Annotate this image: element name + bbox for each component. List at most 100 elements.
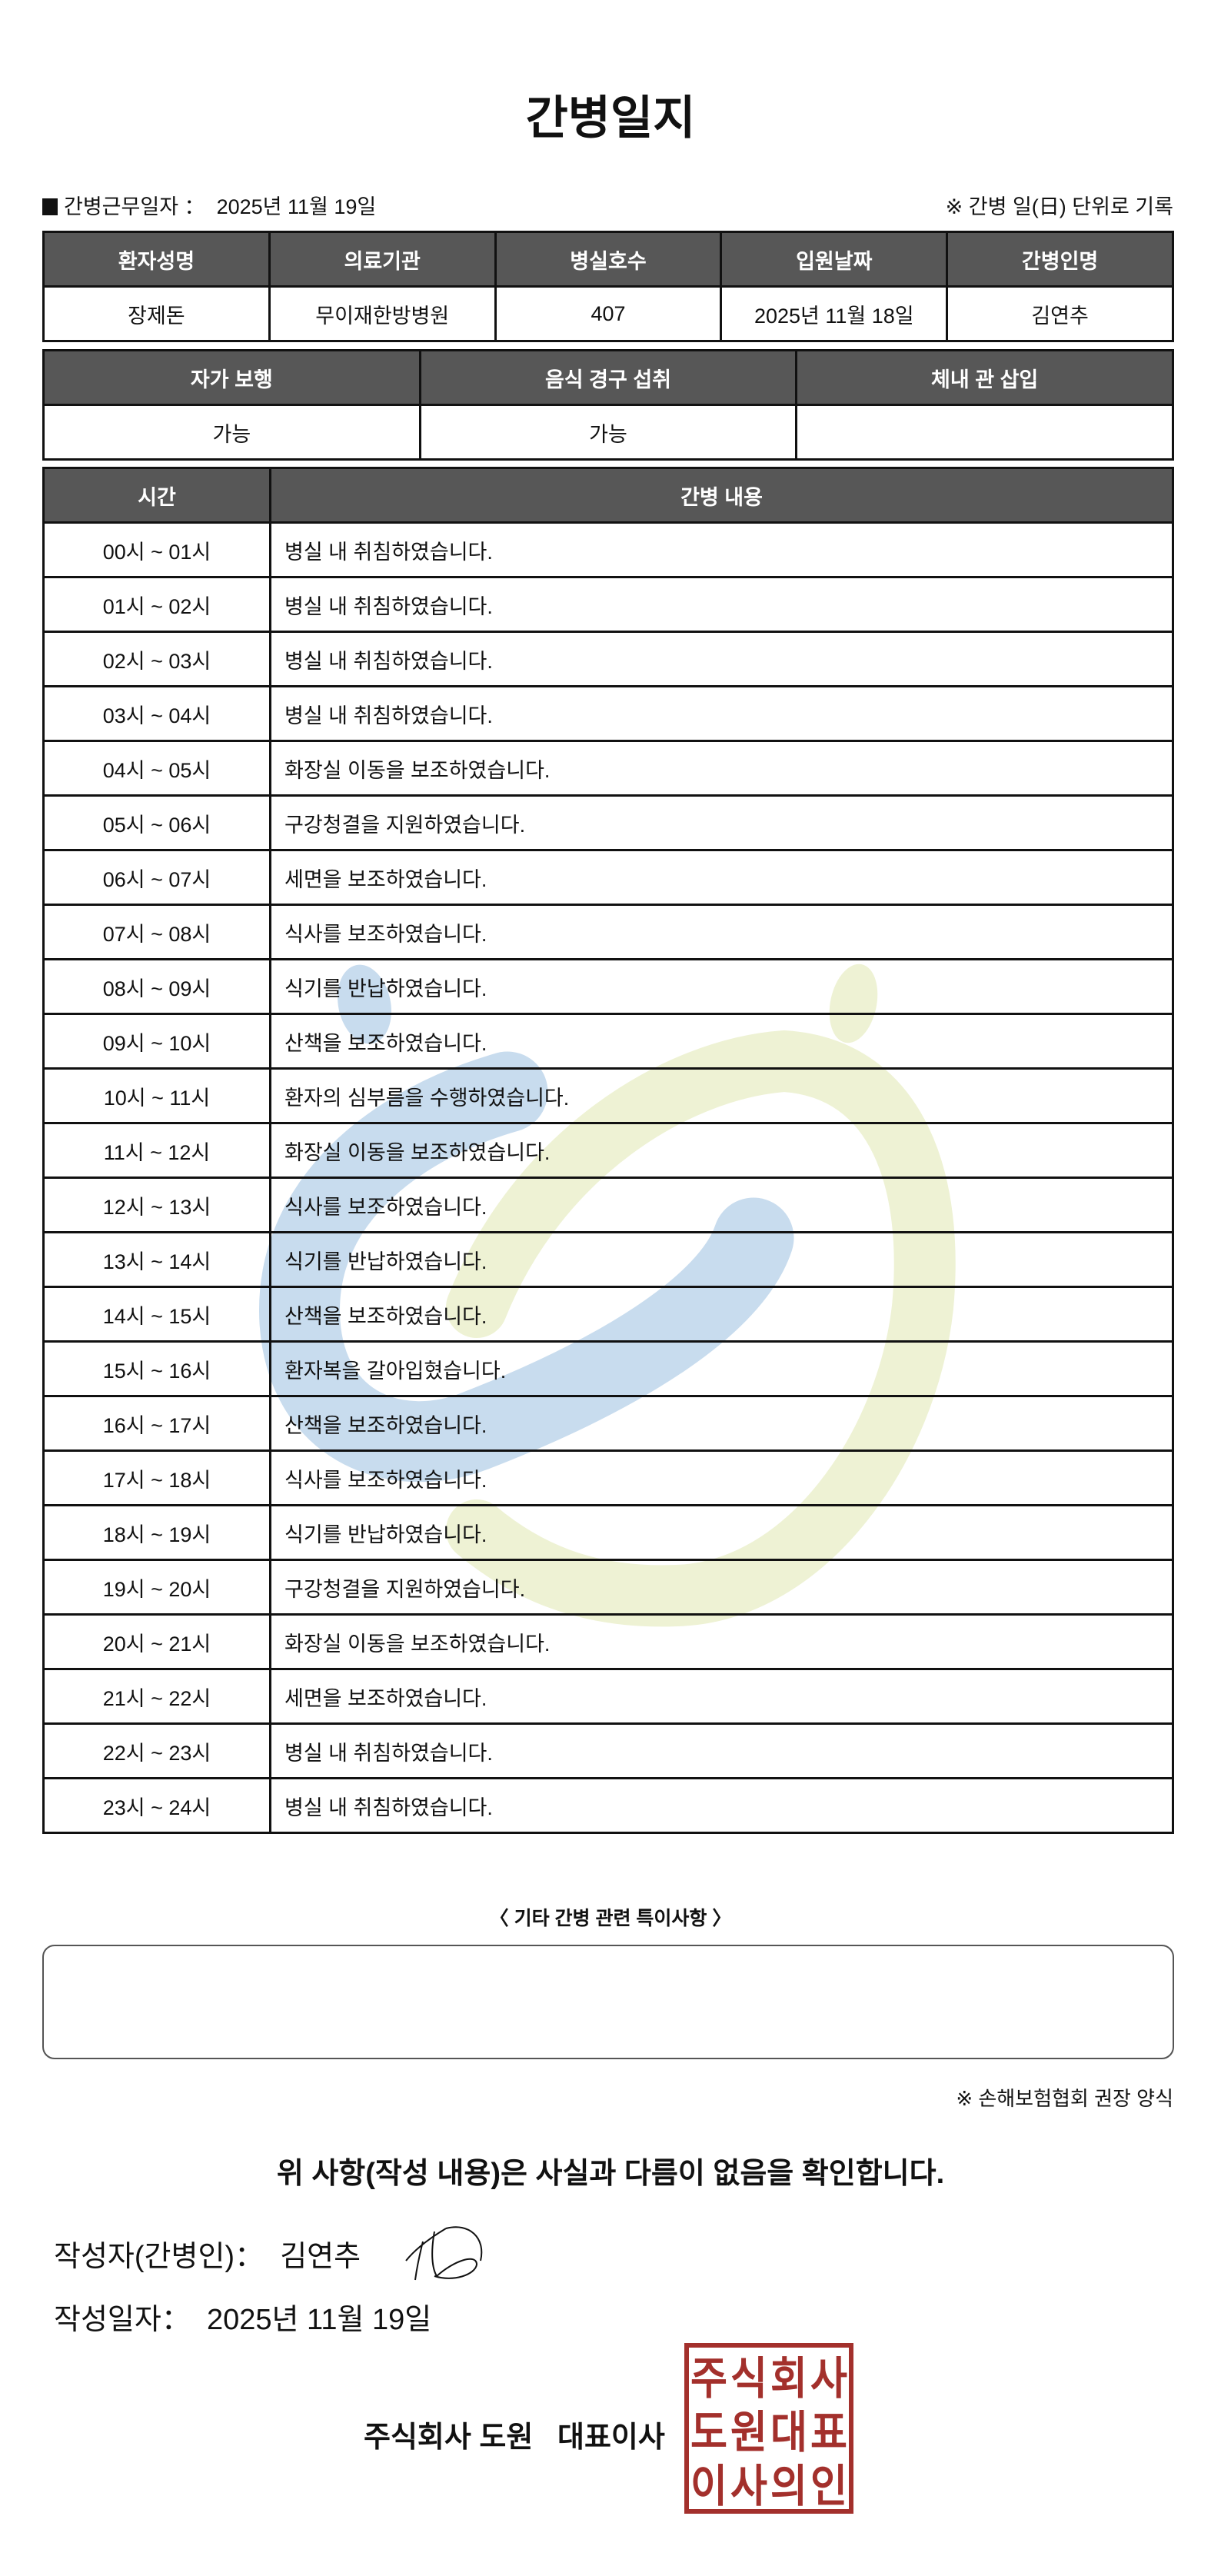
- stamp-glyph: 사: [730, 2460, 767, 2512]
- table-row: 18시 ~ 19시 식기를 반납하였습니다.: [42, 1504, 1174, 1561]
- stamp-glyph: 도: [690, 2406, 727, 2458]
- time-cell: 00시 ~ 01시: [42, 521, 271, 578]
- table-row: 20시 ~ 21시 화장실 이동을 보조하였습니다.: [42, 1613, 1174, 1670]
- time-cell: 19시 ~ 20시: [42, 1559, 271, 1616]
- record-note: ※ 간병 일(日) 단위로 기록: [945, 195, 1173, 218]
- time-cell: 12시 ~ 13시: [42, 1177, 271, 1233]
- writer-line: 작성자(간병인)： 김연추: [54, 2232, 361, 2275]
- confirmation-statement: 위 사항(작성 내용)은 사실과 다름이 없음을 확인합니다.: [276, 2158, 945, 2190]
- time-cell: 15시 ~ 16시: [42, 1340, 271, 1397]
- table-row: 08시 ~ 09시 식기를 반납하였습니다.: [42, 958, 1174, 1015]
- content-cell: 산책을 보조하였습니다.: [269, 1286, 1174, 1343]
- page-title: 간병일지: [525, 92, 696, 144]
- oral-intake-value: 가능: [418, 404, 798, 461]
- table-row: 19시 ~ 20시 구강청결을 지원하였습니다.: [42, 1559, 1174, 1616]
- table-row: 14시 ~ 15시 산책을 보조하였습니다.: [42, 1286, 1174, 1343]
- table-row: 09시 ~ 10시 산책을 보조하였습니다.: [42, 1013, 1174, 1070]
- content-cell: 식사를 보조하였습니다.: [269, 1177, 1174, 1233]
- company-seal-stamp: 주 식 회 사도 원 대 표이 사 의 인: [684, 2343, 853, 2514]
- time-cell: 06시 ~ 07시: [42, 849, 271, 906]
- content-cell: 병실 내 취침하였습니다.: [269, 1777, 1174, 1834]
- stamp-glyph: 식: [730, 2352, 767, 2405]
- content-cell: 병실 내 취침하였습니다.: [269, 631, 1174, 687]
- content-cell: 구강청결을 지원하였습니다.: [269, 794, 1174, 851]
- stamp-glyph: 의: [770, 2460, 807, 2512]
- room-number: 407: [494, 285, 723, 342]
- hospital: 무이재한방병원: [268, 285, 497, 342]
- time-cell: 08시 ~ 09시: [42, 958, 271, 1015]
- time-cell: 16시 ~ 17시: [42, 1395, 271, 1452]
- time-cell: 07시 ~ 08시: [42, 904, 271, 960]
- time-cell: 17시 ~ 18시: [42, 1449, 271, 1506]
- header-oral-intake: 음식 경구 섭취: [418, 349, 798, 406]
- time-cell: 04시 ~ 05시: [42, 740, 271, 797]
- patient-status-table: 자가 보행 음식 경구 섭취 체내 관 삽입 가능 가능: [42, 349, 1174, 461]
- header-content: 간병 내용: [269, 467, 1174, 524]
- content-cell: 환자복을 갈아입혔습니다.: [269, 1340, 1174, 1397]
- time-cell: 01시 ~ 02시: [42, 576, 271, 633]
- stamp-glyph: 원: [730, 2406, 767, 2458]
- time-cell: 23시 ~ 24시: [42, 1777, 271, 1834]
- header-hospital: 의료기관: [268, 231, 497, 288]
- stamp-glyph: 이: [690, 2460, 727, 2512]
- stamp-glyph: 인: [810, 2460, 847, 2512]
- content-cell: 병실 내 취침하였습니다.: [269, 521, 1174, 578]
- table-row: 07시 ~ 08시 식사를 보조하였습니다.: [42, 904, 1174, 960]
- time-cell: 11시 ~ 12시: [42, 1122, 271, 1179]
- table-row: 22시 ~ 23시 병실 내 취침하였습니다.: [42, 1722, 1174, 1779]
- writer-name: 김연추: [280, 2241, 361, 2273]
- tube-value: [795, 404, 1174, 461]
- table-row: 23시 ~ 24시 병실 내 취침하였습니다.: [42, 1777, 1174, 1834]
- notes-box[interactable]: [42, 1945, 1174, 2059]
- content-cell: 화장실 이동을 보조하였습니다.: [269, 1613, 1174, 1670]
- time-cell: 09시 ~ 10시: [42, 1013, 271, 1070]
- caregiver-name: 김연추: [946, 285, 1174, 342]
- content-cell: 화장실 이동을 보조하였습니다.: [269, 740, 1174, 797]
- content-cell: 식사를 보조하였습니다.: [269, 1449, 1174, 1506]
- content-cell: 식기를 반납하였습니다.: [269, 1504, 1174, 1561]
- stamp-glyph: 주: [690, 2352, 727, 2405]
- patient-info-table: 환자성명 의료기관 병실호수 입원날짜 간병인명 장제돈 무이재한방병원 407…: [42, 231, 1174, 342]
- table-row: 10시 ~ 11시 환자의 심부름을 수행하였습니다.: [42, 1067, 1174, 1124]
- table-row: 21시 ~ 22시 세면을 보조하였습니다.: [42, 1668, 1174, 1725]
- content-cell: 세면을 보조하였습니다.: [269, 1668, 1174, 1725]
- header-caregiver: 간병인명: [946, 231, 1174, 288]
- content-cell: 식기를 반납하였습니다.: [269, 958, 1174, 1015]
- care-log-table: 시간 간병 내용 00시 ~ 01시 병실 내 취침하였습니다. 01시 ~ 02시…: [42, 467, 1174, 1834]
- walking-value: 가능: [42, 404, 421, 461]
- content-cell: 병실 내 취침하였습니다.: [269, 685, 1174, 742]
- table-row: 17시 ~ 18시 식사를 보조하였습니다.: [42, 1449, 1174, 1506]
- notes-label: 〈 기타 간병 관련 특이사항 〉: [489, 1908, 732, 1929]
- content-cell: 세면을 보조하였습니다.: [269, 849, 1174, 906]
- stamp-glyph: 표: [810, 2406, 847, 2458]
- time-cell: 20시 ~ 21시: [42, 1613, 271, 1670]
- content-cell: 병실 내 취침하였습니다.: [269, 1722, 1174, 1779]
- header-tube: 체내 관 삽입: [795, 349, 1174, 406]
- written-date-label: 작성일자：: [54, 2304, 191, 2336]
- work-date-label: 간병근무일자 ：: [64, 195, 205, 218]
- table-row: 04시 ~ 05시 화장실 이동을 보조하였습니다.: [42, 740, 1174, 797]
- time-cell: 18시 ~ 19시: [42, 1504, 271, 1561]
- writer-label: 작성자(간병인)：: [54, 2241, 264, 2273]
- time-cell: 14시 ~ 15시: [42, 1286, 271, 1343]
- work-date-value: 2025년 11월 19일: [216, 195, 377, 218]
- header-patient-name: 환자성명: [42, 231, 271, 288]
- content-cell: 산책을 보조하였습니다.: [269, 1013, 1174, 1070]
- content-cell: 병실 내 취침하였습니다.: [269, 576, 1174, 633]
- content-cell: 구강청결을 지원하였습니다.: [269, 1559, 1174, 1616]
- header-room: 병실호수: [494, 231, 723, 288]
- table-row: 00시 ~ 01시 병실 내 취침하였습니다.: [42, 521, 1174, 578]
- header-walking: 자가 보행: [42, 349, 421, 406]
- table-row: 06시 ~ 07시 세면을 보조하였습니다.: [42, 849, 1174, 906]
- time-cell: 05시 ~ 06시: [42, 794, 271, 851]
- content-cell: 환자의 심부름을 수행하였습니다.: [269, 1067, 1174, 1124]
- written-date-line: 작성일자： 2025년 11월 19일: [54, 2295, 431, 2338]
- association-note: ※ 손해보험협회 권장 양식: [956, 2087, 1173, 2110]
- signature: [405, 2226, 483, 2281]
- table-row: 03시 ~ 04시 병실 내 취침하였습니다.: [42, 685, 1174, 742]
- time-cell: 22시 ~ 23시: [42, 1722, 271, 1779]
- patient-name: 장제돈: [42, 285, 271, 342]
- header-admission-date: 입원날짜: [720, 231, 949, 288]
- written-date: 2025년 11월 19일: [206, 2304, 432, 2336]
- time-cell: 21시 ~ 22시: [42, 1668, 271, 1725]
